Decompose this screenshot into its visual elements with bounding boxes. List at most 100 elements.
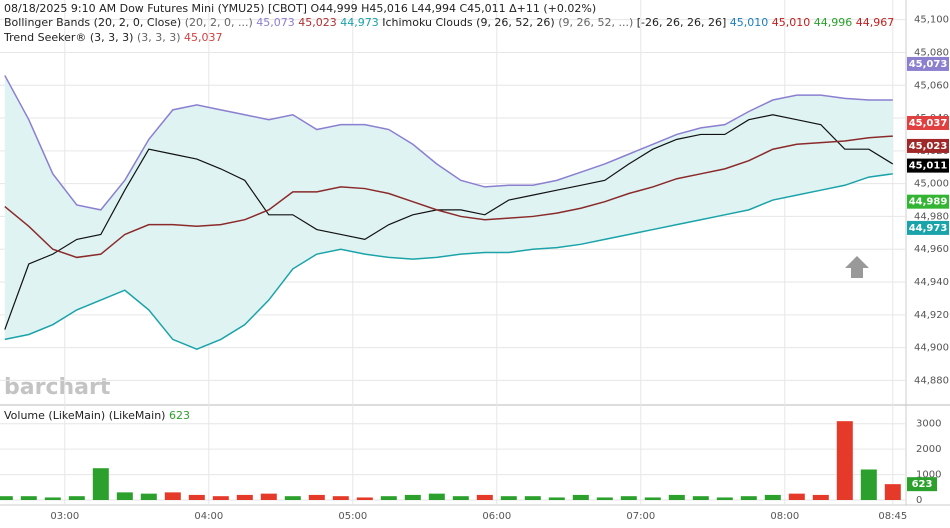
legend-text: 44,967 xyxy=(856,16,895,29)
volume-bar xyxy=(308,494,325,500)
legend-text: 44,996 xyxy=(814,16,853,29)
price-tag xyxy=(907,220,949,235)
volume-bar xyxy=(668,494,685,500)
legend-text: Volume (LikeMain) xyxy=(4,409,105,422)
x-tick-label: 04:00 xyxy=(194,511,223,522)
volume-bar xyxy=(44,497,61,500)
y-tick-label: 44,960 xyxy=(914,244,949,255)
event-arrow xyxy=(845,256,869,278)
legend-text: 08/18/2025 9:10 AM Dow Futures Mini (YMU… xyxy=(4,2,596,15)
volume-bar xyxy=(596,497,613,500)
volume-bar xyxy=(836,421,853,500)
price-tag-label: 45,011 xyxy=(909,161,948,172)
y-tick-label: 45,060 xyxy=(914,80,949,91)
watermark: barchart xyxy=(4,375,111,400)
y-tick-label: 45,000 xyxy=(914,179,949,190)
volume-bar xyxy=(740,496,757,500)
volume-bar xyxy=(260,493,277,500)
x-tick-label: 06:00 xyxy=(482,511,511,522)
volume-bar xyxy=(236,494,253,500)
volume-bar xyxy=(812,494,829,500)
y-tick-label: 44,880 xyxy=(914,375,949,386)
volume-bar xyxy=(164,492,181,500)
volume-bar xyxy=(428,493,445,500)
band-fill xyxy=(4,75,893,350)
price-tag-label: 45,073 xyxy=(909,59,948,70)
legend-line: Trend Seeker® (3, 3, 3) (3, 3, 3) 45,037 xyxy=(3,31,223,44)
y-tick-label: 44,980 xyxy=(914,211,949,222)
volume-bar xyxy=(380,496,397,500)
volume-tag-label: 623 xyxy=(912,479,933,490)
legend-text: (9, 26, 52, ...) xyxy=(558,16,633,29)
volume-bar xyxy=(764,494,781,500)
volume-bar xyxy=(0,496,13,500)
volume-bar xyxy=(572,494,589,500)
volume-bar xyxy=(644,497,661,500)
legend-text: 45,037 xyxy=(184,31,223,44)
y-tick-label: 2000 xyxy=(916,444,941,455)
y-tick-label: 0 xyxy=(916,495,922,506)
legend-text: 45,010 xyxy=(730,16,769,29)
y-tick-label: 44,940 xyxy=(914,277,949,288)
legend-text: Ichimoku Clouds (9, 26, 52, 26) xyxy=(382,16,554,29)
volume-bar xyxy=(524,496,541,500)
series-line xyxy=(4,135,893,259)
volume-bar xyxy=(20,496,37,500)
volume-bar xyxy=(140,493,157,500)
volume-bar xyxy=(476,494,493,500)
volume-bar xyxy=(860,469,877,500)
volume-bar xyxy=(188,494,205,500)
y-tick-label: 44,900 xyxy=(914,343,949,354)
legend-text: Bollinger Bands (20, 2, 0, Close) xyxy=(4,16,181,29)
volume-bar xyxy=(620,496,637,500)
x-tick-label: 08:45 xyxy=(878,511,907,522)
price-tag xyxy=(907,158,949,173)
price-tag-label: 44,989 xyxy=(909,197,948,208)
legend-text: (3, 3, 3) xyxy=(137,31,181,44)
price-tag xyxy=(907,477,937,492)
legend-text: 45,073 xyxy=(256,16,295,29)
legend-text: 45,010 xyxy=(772,16,811,29)
y-tick-label: 45,080 xyxy=(914,47,949,58)
x-tick-label: 08:00 xyxy=(770,511,799,522)
volume-bar xyxy=(92,468,109,500)
legend-line: 08/18/2025 9:10 AM Dow Futures Mini (YMU… xyxy=(4,2,596,15)
series-line xyxy=(4,114,894,330)
volume-bar xyxy=(116,492,133,500)
legend-text: 623 xyxy=(169,409,190,422)
legend-text: Trend Seeker® (3, 3, 3) xyxy=(3,31,133,44)
price-tag xyxy=(907,115,949,130)
legend-text: (20, 2, 0, ...) xyxy=(185,16,253,29)
volume-bar xyxy=(356,497,373,500)
volume-bar xyxy=(500,496,517,500)
volume-bar xyxy=(332,496,349,500)
volume-bar xyxy=(452,496,469,500)
volume-bar xyxy=(284,496,301,500)
price-tag xyxy=(907,56,949,71)
x-tick-label: 03:00 xyxy=(50,511,79,522)
volume-bar xyxy=(548,497,565,500)
legend-line: Volume (LikeMain) (LikeMain) 623 xyxy=(4,409,190,422)
x-tick-label: 05:00 xyxy=(338,511,367,522)
y-tick-label: 1000 xyxy=(916,470,941,481)
price-tag-label: 45,023 xyxy=(909,141,948,152)
series-line xyxy=(4,75,893,211)
x-tick-label: 07:00 xyxy=(626,511,655,522)
y-tick-label: 44,920 xyxy=(914,310,949,321)
y-tick-label: 3000 xyxy=(916,419,941,430)
price-tag xyxy=(907,194,949,209)
volume-bar xyxy=(404,494,421,500)
legend-text: 45,023 xyxy=(298,16,337,29)
volume-bar xyxy=(692,496,709,500)
price-tag-label: 44,973 xyxy=(909,223,948,234)
y-tick-label: 45,100 xyxy=(914,15,949,26)
volume-bar xyxy=(884,484,901,500)
price-tag-label: 45,037 xyxy=(909,118,948,129)
volume-bar xyxy=(716,497,733,500)
legend-text: (LikeMain) xyxy=(109,409,166,422)
volume-bar xyxy=(212,496,229,500)
price-tag xyxy=(907,138,949,153)
series-line xyxy=(4,173,893,351)
legend-text: [-26, 26, 26, 26] xyxy=(637,16,727,29)
legend-text: 44,973 xyxy=(340,16,379,29)
